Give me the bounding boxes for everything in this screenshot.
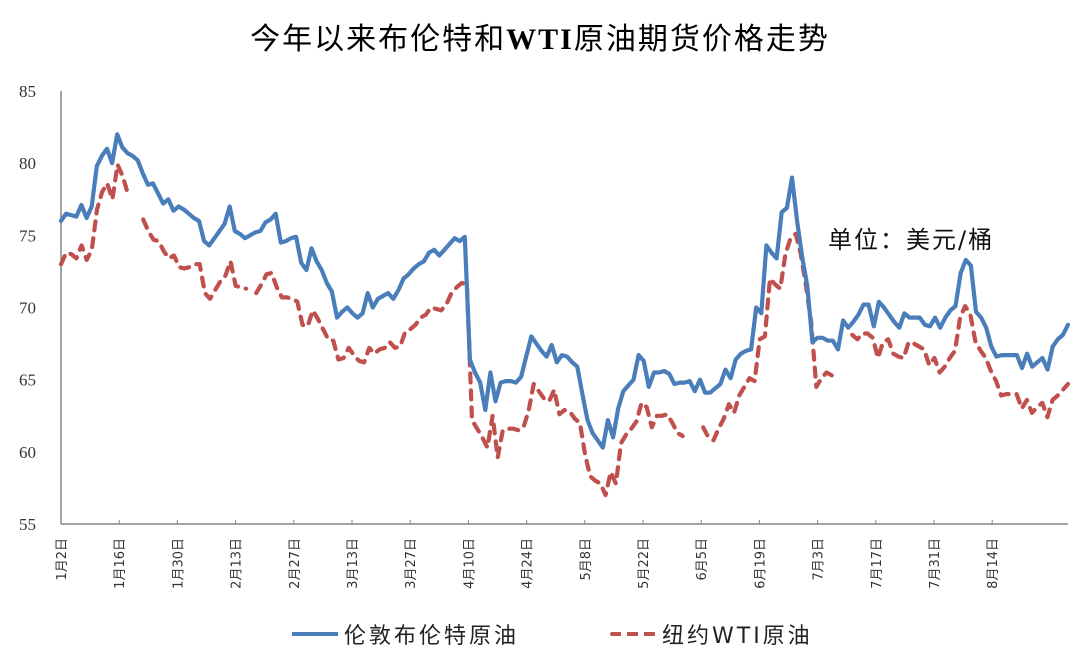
x-tick-label: 1月2日 [55, 538, 70, 581]
chart-title: 今年以来布伦特和WTI原油期货价格走势 [0, 14, 1080, 58]
x-tick-label: 2月27日 [288, 538, 303, 589]
x-tick-label: 7月31日 [928, 538, 943, 589]
legend-solid-line-icon [292, 632, 338, 636]
series-wti [58, 162, 1071, 498]
x-tick-label: 3月27日 [404, 538, 419, 589]
x-tick-label: 6月19日 [753, 538, 768, 589]
x-tick-label: 8月14日 [986, 538, 1001, 589]
x-tick-label: 3月13日 [346, 538, 361, 589]
y-tick-label: 75 [19, 226, 36, 245]
legend-item-wti: 纽约WTI原油 [610, 618, 813, 650]
legend: 伦敦布伦特原油 纽约WTI原油 [0, 618, 1080, 652]
x-tick-label: 7月17日 [870, 538, 885, 589]
x-tick-label: 2月13日 [230, 538, 245, 589]
x-axis: 1月2日 1月16日 1月30日 2月13日 2月27日 3月13日 3月27日 4月10日 4… [55, 520, 1068, 589]
x-tick-label: 7月3日 [812, 538, 827, 581]
chart-title-part: 原油期货价格走势 [573, 22, 830, 57]
x-tick-label: 5月22日 [637, 538, 652, 589]
y-tick-label: 65 [19, 371, 36, 390]
legend-label-brent: 伦敦布伦特原油 [344, 624, 520, 649]
y-tick-label: 60 [19, 443, 36, 462]
unit-label: 单位：美元/桶 [828, 226, 995, 254]
x-tick-label: 4月10日 [462, 538, 477, 589]
legend-dashed-line-icon [610, 632, 656, 636]
legend-item-brent: 伦敦布伦特原油 [292, 618, 519, 650]
x-tick-label: 1月30日 [171, 538, 186, 589]
series-brent [58, 132, 1071, 450]
y-tick-label: 85 [19, 82, 36, 101]
chart-title-part: WTI [506, 23, 574, 56]
y-tick-label: 70 [19, 299, 36, 318]
chart-title-part: 今年以来布伦特和 [250, 22, 507, 57]
y-axis: 55 60 65 70 75 80 85 [19, 82, 62, 534]
y-tick-label: 55 [19, 515, 36, 534]
x-tick-label: 5月8日 [579, 538, 594, 581]
x-tick-label: 6月5日 [695, 538, 710, 581]
legend-label-wti: 纽约WTI原油 [662, 624, 813, 649]
y-tick-label: 80 [19, 154, 36, 173]
x-tick-label: 1月16日 [113, 538, 128, 589]
x-tick-label: 4月24日 [521, 538, 536, 589]
